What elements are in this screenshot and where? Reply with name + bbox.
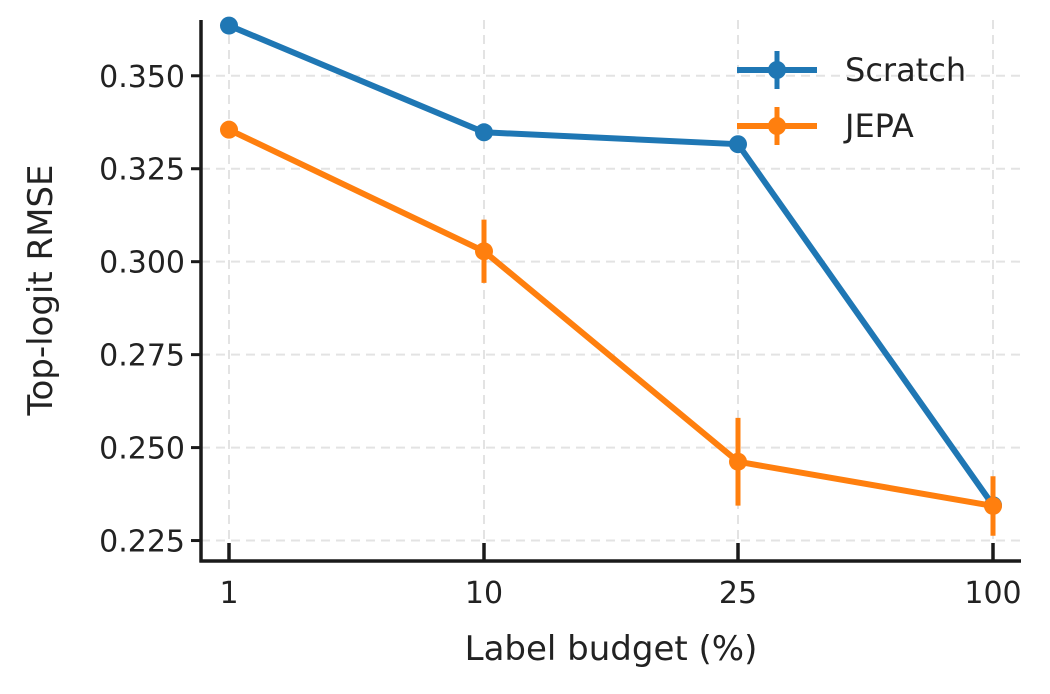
x-tick-label: 25 xyxy=(719,576,757,611)
data-point xyxy=(984,496,1002,515)
series-line xyxy=(226,22,996,509)
y-tick-label: 0.325 xyxy=(99,153,185,188)
y-tick-label: 0.350 xyxy=(99,60,185,95)
y-tick-label: 0.275 xyxy=(99,339,185,374)
y-tick-label: 0.300 xyxy=(99,246,185,281)
grid-layer xyxy=(201,20,1021,561)
series-scratch xyxy=(220,16,1002,515)
legend-item-jepa: JEPA xyxy=(737,107,914,145)
series-line xyxy=(226,126,996,509)
data-point xyxy=(475,123,493,142)
data-point xyxy=(729,452,747,471)
y-axis-title: Top-logit RMSE xyxy=(21,164,61,416)
axes-layer xyxy=(199,20,1021,563)
x-tick-label: 100 xyxy=(964,576,1021,611)
legend: Scratch JEPA xyxy=(737,51,966,145)
legend-item-scratch: Scratch xyxy=(737,51,966,89)
series-jepa xyxy=(220,120,1002,536)
x-tick-label: 1 xyxy=(219,576,238,611)
legend-marker xyxy=(768,61,786,79)
x-axis-title: Label budget (%) xyxy=(465,629,758,669)
ticks-layer: 0.225 0.250 0.275 0.300 0.325 0.350 1 10 25 100 xyxy=(99,60,1022,611)
data-point xyxy=(475,242,493,261)
data-point xyxy=(729,135,747,154)
legend-label: JEPA xyxy=(843,107,914,145)
y-tick-label: 0.250 xyxy=(99,432,185,467)
x-tick-label: 10 xyxy=(465,576,503,611)
y-tick-label: 0.225 xyxy=(99,525,185,560)
legend-label: Scratch xyxy=(845,51,966,89)
data-point xyxy=(220,16,238,35)
data-point xyxy=(220,120,238,139)
legend-marker xyxy=(768,117,786,135)
series-layer xyxy=(220,16,1002,536)
